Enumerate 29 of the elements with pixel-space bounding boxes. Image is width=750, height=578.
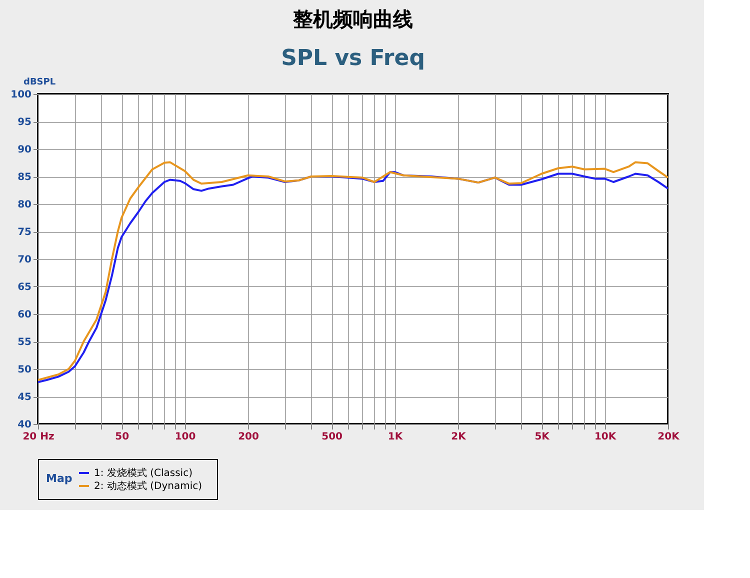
y-tick-label: 80 <box>18 200 32 210</box>
legend-label: 2: 动态模式 (Dynamic) <box>94 480 202 492</box>
chart-subtitle: SPL vs Freq <box>281 46 425 71</box>
x-tick-label: 100 <box>174 432 196 442</box>
y-tick-label: 90 <box>18 144 32 156</box>
y-tick-label: 50 <box>18 364 32 376</box>
chart-title: 整机频响曲线 <box>292 7 413 31</box>
y-tick-label: 65 <box>18 282 32 293</box>
x-tick-label: 5K <box>534 432 551 442</box>
x-tick-label: 10K <box>594 432 618 442</box>
x-tick-label: 1K <box>388 432 404 442</box>
y-tick-label: 95 <box>18 117 32 128</box>
y-tick-label: 45 <box>18 392 32 403</box>
y-tick-label: 40 <box>18 420 32 430</box>
y-tick-label: 60 <box>18 310 32 320</box>
y-tick-label: 85 <box>18 172 32 183</box>
y-axis-title: dBSPL <box>24 78 56 88</box>
y-tick-label: 55 <box>18 337 32 348</box>
x-tick-label: 500 <box>322 432 343 442</box>
legend-label: 1: 发烧模式 (Classic) <box>94 467 193 479</box>
x-tick-label: 200 <box>238 432 259 442</box>
y-tick-label: 75 <box>18 227 32 238</box>
x-tick-label: 2K <box>451 432 468 442</box>
y-tick-label: 100 <box>10 90 32 100</box>
x-tick-label: 20 Hz <box>22 432 54 442</box>
legend-title: Map <box>46 472 72 485</box>
y-tick-label: 70 <box>18 254 32 266</box>
x-tick-label: 20K <box>658 432 681 442</box>
x-tick-label: 50 <box>115 432 130 442</box>
